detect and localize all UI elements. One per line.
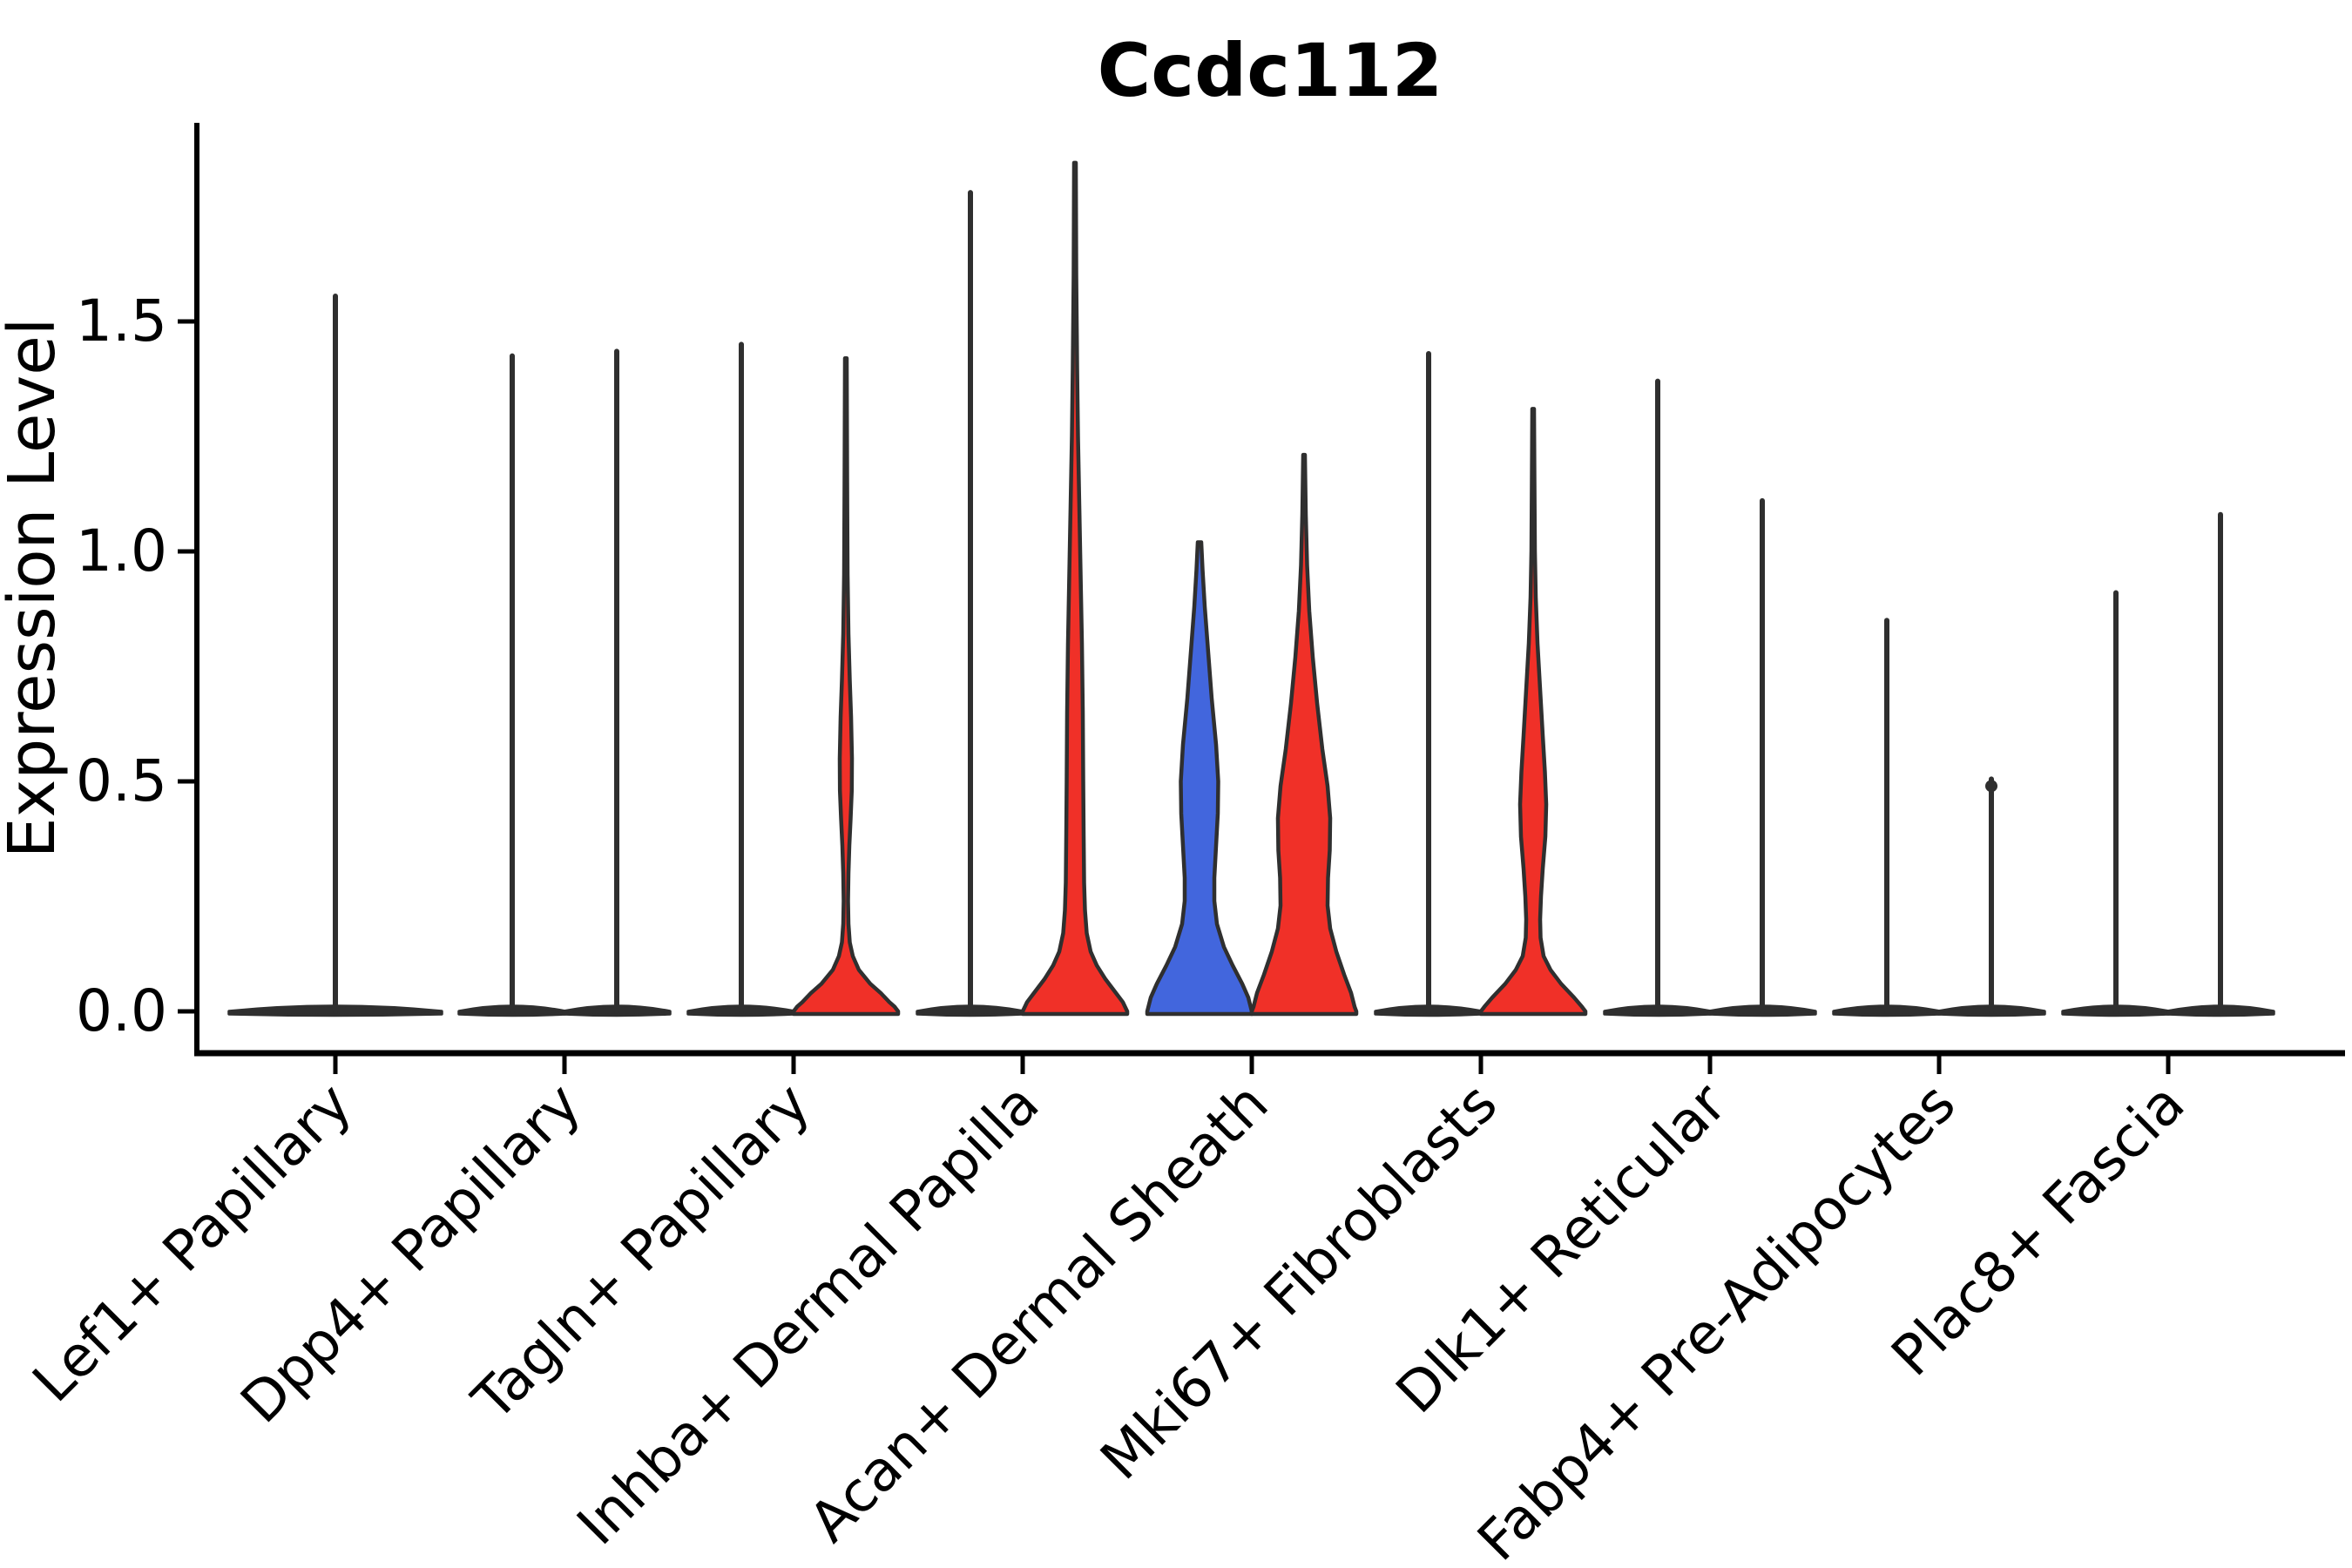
violin-acan-dermal-sheath-left [1145, 540, 1254, 1017]
violin-body [1145, 540, 1254, 1017]
violin-dlk1-reticular-left [1603, 378, 1713, 1017]
violin-body [791, 355, 901, 1017]
y-tick-label: 0.0 [76, 977, 167, 1044]
violin-plac8-fascia-left [2061, 590, 2171, 1017]
violin-mki67-fibroblasts-left [1374, 350, 1484, 1017]
chart-title: Ccdc112 [1098, 28, 1443, 113]
axes-layer [194, 123, 2345, 1057]
violin-dpp4-papillary-left [457, 353, 567, 1017]
y-ticks-layer: 0.0 0.5 1.0 1.5 [76, 287, 197, 1044]
violin-dpp4-papillary-right [562, 348, 672, 1017]
y-axis-label: Expression Level [0, 318, 70, 859]
x-tick-label: Inhba+ Dermal Papilla [565, 1071, 1051, 1558]
y-tick-label: 1.5 [76, 287, 167, 355]
violin-mki67-fibroblasts-right [1478, 407, 1588, 1017]
x-tick-label: Acan+ Dermal Sheath [798, 1071, 1281, 1555]
violin-body [1020, 160, 1130, 1017]
violin-knob [1985, 780, 1997, 793]
violin-tagln-papillary-left [686, 341, 796, 1017]
x-tick-label: Mki67+ Fibroblasts [1089, 1071, 1510, 1492]
violin-plac8-fascia-right [2166, 511, 2275, 1017]
violins-layer [227, 160, 2275, 1017]
violin-body [1478, 407, 1588, 1017]
violin-fabp4-pre-adipocytes-right [1936, 776, 2046, 1017]
x-tick-label: Fabp4+ Pre-Adipocytes [1466, 1071, 1968, 1568]
violin-fabp4-pre-adipocytes-left [1832, 618, 1942, 1017]
violin-body [1249, 452, 1359, 1017]
violin-tagln-papillary-right [791, 355, 901, 1017]
y-tick-label: 0.5 [76, 747, 167, 814]
violin-lef1-papillary-center [227, 293, 443, 1017]
y-tick-label: 1.0 [76, 517, 167, 585]
violin-inhba-dermal-papilla-right [1020, 160, 1130, 1017]
violin-acan-dermal-sheath-right [1249, 452, 1359, 1017]
violin-inhba-dermal-papilla-left [916, 190, 1025, 1017]
violin-dlk1-reticular-right [1707, 497, 1817, 1017]
